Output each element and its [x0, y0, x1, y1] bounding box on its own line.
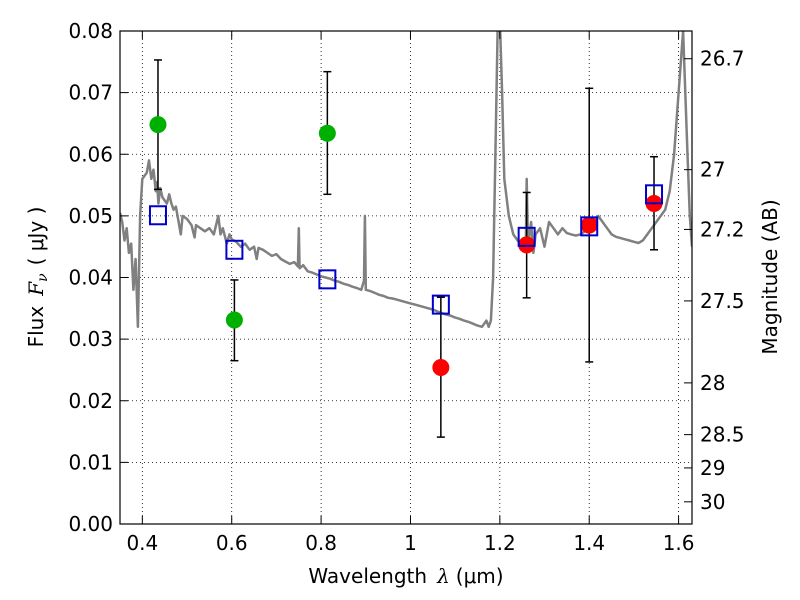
model-flux-square-0 [148, 205, 167, 226]
green-flux-point-1 [225, 311, 243, 329]
y-tick-label-5: 0.05 [68, 204, 113, 228]
y-axis-label-subscript: ν [35, 273, 51, 282]
y-tick-label-8: 0.08 [68, 19, 113, 43]
y-tick-label-1: 0.01 [68, 450, 113, 474]
model-flux-square-6 [645, 184, 664, 205]
x-tick-label-0: 0.4 [126, 531, 158, 555]
y-tick-label-6: 0.06 [68, 142, 113, 166]
x-tick-label-4: 1.2 [484, 531, 516, 555]
y-tick-label-7: 0.07 [68, 81, 113, 105]
y-axis-ticks: 0.00 0.01 0.02 0.03 0.04 0.05 0.06 0.07 0.08 [68, 19, 128, 536]
y-tick-label-4: 0.04 [68, 266, 113, 290]
model-flux-square-4 [517, 226, 536, 247]
model-flux-square-1 [225, 239, 244, 260]
y-axis-label: Flux Fν ( μJy ) [24, 207, 51, 348]
y-tick-label-3: 0.03 [68, 327, 113, 351]
model-flux-square-3 [431, 294, 450, 315]
x-tick-label-2: 0.8 [305, 531, 337, 555]
x-axis-label: Wavelength λ (μm) [308, 564, 503, 588]
model-flux-square-2 [318, 269, 337, 290]
x-tick-label-1: 0.6 [216, 531, 248, 555]
model-flux-square-5 [580, 216, 599, 237]
x-axis-label-symbol: λ [436, 564, 450, 588]
y-axis-label-unit: ( μJy ) [24, 207, 48, 266]
red-flux-point-0 [432, 358, 450, 376]
x-tick-label-6: 1.6 [663, 531, 695, 555]
x-tick-label-5: 1.4 [573, 531, 605, 555]
green-flux-point-2 [318, 124, 336, 142]
magnitude-axis-ticks: 26.7 27 27.2 27.5 28 28.5 29 30 [684, 47, 745, 514]
green-flux-point-0 [149, 116, 167, 134]
y-axis-label-symbol: F [24, 281, 48, 297]
red-flux-point-2 [580, 216, 598, 234]
y-tick-label-2: 0.02 [68, 389, 113, 413]
marker-layer [148, 116, 664, 376]
magnitude-tick-label-6: 29 [700, 456, 725, 480]
magnitude-tick-label-0: 26.7 [700, 47, 745, 71]
magnitude-tick-label-5: 28.5 [700, 423, 745, 447]
y-tick-label-0: 0.00 [68, 512, 113, 536]
x-axis-label-main: Wavelength [308, 564, 427, 588]
magnitude-tick-label-2: 27.2 [700, 217, 745, 241]
x-axis-label-unit: (μm) [456, 564, 504, 588]
magnitude-tick-label-3: 27.5 [700, 289, 745, 313]
x-axis-ticks: 0.4 0.6 0.8 1 1.2 1.4 1.6 [126, 31, 695, 555]
magnitude-tick-label-1: 27 [700, 158, 725, 182]
magnitude-tick-label-7: 30 [700, 490, 725, 514]
x-tick-label-3: 1 [404, 531, 417, 555]
magnitude-axis-label: Magnitude (AB) [758, 199, 782, 354]
y-axis-label-main: Flux [24, 306, 48, 348]
magnitude-tick-label-4: 28 [700, 371, 725, 395]
